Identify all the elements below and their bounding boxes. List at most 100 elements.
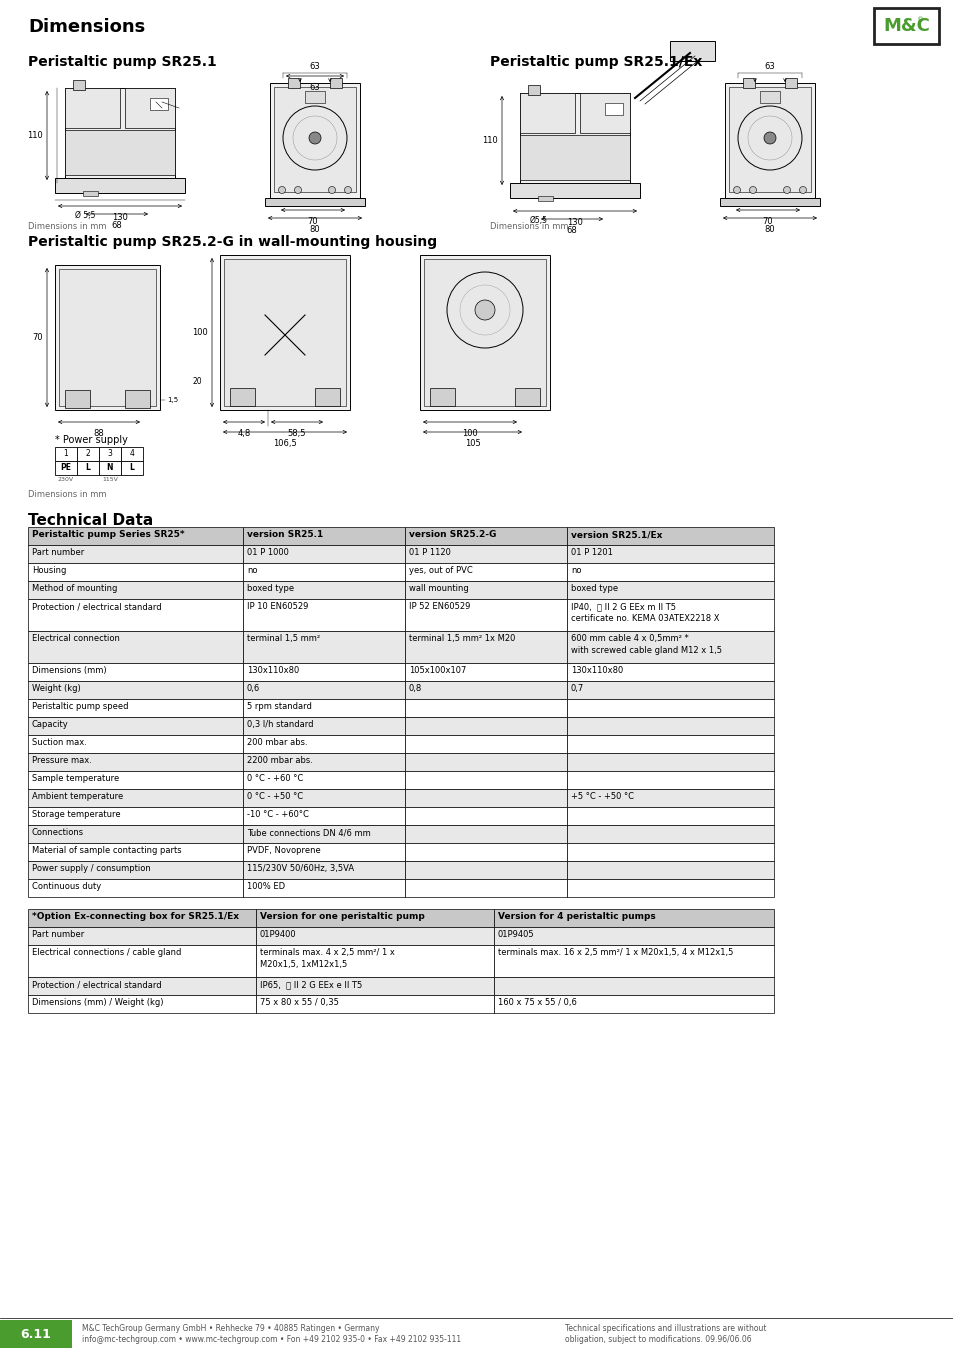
Bar <box>405 680 566 699</box>
Text: no: no <box>571 566 581 575</box>
Bar <box>243 807 405 825</box>
Bar <box>405 861 566 879</box>
Bar <box>494 927 773 945</box>
Text: wall mounting: wall mounting <box>409 585 468 593</box>
Text: Version for one peristaltic pump: Version for one peristaltic pump <box>260 913 424 921</box>
Text: 0 °C - +60 °C: 0 °C - +60 °C <box>247 774 303 783</box>
Text: Storage temperature: Storage temperature <box>32 810 120 819</box>
Bar <box>405 563 566 580</box>
Bar <box>566 563 773 580</box>
Text: Power supply / consumption: Power supply / consumption <box>32 864 151 873</box>
Bar <box>28 630 243 663</box>
Text: Part number: Part number <box>32 548 84 558</box>
Text: no: no <box>247 566 257 575</box>
Text: boxed type: boxed type <box>571 585 618 593</box>
Bar <box>494 945 773 977</box>
Bar <box>121 447 143 460</box>
Text: 100: 100 <box>461 429 477 437</box>
Bar <box>65 390 90 408</box>
Text: Weight (kg): Weight (kg) <box>32 684 81 693</box>
Text: L: L <box>86 463 91 472</box>
Text: IP40,  ⓪ II 2 G EEx m II T5: IP40, ⓪ II 2 G EEx m II T5 <box>571 602 676 612</box>
Bar <box>274 86 355 192</box>
Text: 88: 88 <box>93 429 104 437</box>
Bar <box>243 825 405 842</box>
Text: 130x110x80: 130x110x80 <box>247 666 299 675</box>
Text: Continuous duty: Continuous duty <box>32 882 101 891</box>
Bar <box>405 717 566 734</box>
Bar <box>28 825 243 842</box>
Text: Material of sample contacting parts: Material of sample contacting parts <box>32 846 181 855</box>
Bar <box>243 753 405 771</box>
Text: 115/230V 50/60Hz, 3,5VA: 115/230V 50/60Hz, 3,5VA <box>247 864 354 873</box>
Bar <box>519 93 575 134</box>
Text: Technical specifications and illustrations are without: Technical specifications and illustratio… <box>564 1324 765 1332</box>
Text: M&C TechGroup Germany GmbH • Rehhecke 79 • 40885 Ratingen • Germany: M&C TechGroup Germany GmbH • Rehhecke 79… <box>82 1324 379 1332</box>
Bar <box>527 85 539 94</box>
Bar <box>720 198 820 207</box>
Bar <box>28 995 255 1012</box>
Bar <box>405 599 566 630</box>
Text: Ø5,5: Ø5,5 <box>530 216 547 225</box>
Text: Technical Data: Technical Data <box>28 513 153 528</box>
Bar <box>243 861 405 879</box>
Bar <box>405 580 566 599</box>
Bar <box>255 945 494 977</box>
Text: 2: 2 <box>86 450 91 458</box>
Text: Peristaltic pump speed: Peristaltic pump speed <box>32 702 129 711</box>
Text: 600 mm cable 4 x 0,5mm² *: 600 mm cable 4 x 0,5mm² * <box>571 634 688 643</box>
Bar <box>255 927 494 945</box>
Bar <box>566 807 773 825</box>
Bar <box>77 460 99 475</box>
Text: 2200 mbar abs.: 2200 mbar abs. <box>247 756 313 765</box>
Bar <box>243 699 405 717</box>
Bar <box>28 526 243 545</box>
Text: Dimensions in mm: Dimensions in mm <box>28 221 107 231</box>
Text: Dimensions: Dimensions <box>28 18 145 36</box>
Text: Ø 5,5: Ø 5,5 <box>75 211 95 220</box>
Bar <box>405 734 566 753</box>
Text: 4,8: 4,8 <box>237 429 251 437</box>
Bar <box>28 680 243 699</box>
Bar <box>519 93 629 188</box>
Text: Electrical connection: Electrical connection <box>32 634 120 643</box>
Text: 01 P 1000: 01 P 1000 <box>247 548 289 558</box>
Text: boxed type: boxed type <box>247 585 294 593</box>
Bar <box>243 663 405 680</box>
Text: Dimensions in mm: Dimensions in mm <box>28 490 107 500</box>
Text: 58,5: 58,5 <box>288 429 306 437</box>
Bar <box>77 447 99 460</box>
Text: terminal 1,5 mm² 1x M20: terminal 1,5 mm² 1x M20 <box>409 634 515 643</box>
Bar <box>65 88 174 184</box>
Text: 20: 20 <box>193 378 202 386</box>
Text: 110: 110 <box>28 131 43 140</box>
Circle shape <box>799 186 805 193</box>
Bar <box>255 977 494 995</box>
Bar <box>55 265 160 410</box>
Bar <box>243 680 405 699</box>
Bar <box>314 387 339 406</box>
Text: Peristaltic pump Series SR25*: Peristaltic pump Series SR25* <box>32 531 185 539</box>
Text: 110: 110 <box>482 136 497 144</box>
Text: terminal 1,5 mm²: terminal 1,5 mm² <box>247 634 320 643</box>
Bar <box>728 86 810 192</box>
Text: 01P9400: 01P9400 <box>260 930 296 940</box>
Text: version SR25.2-G: version SR25.2-G <box>409 531 496 539</box>
Bar <box>423 259 545 406</box>
Text: 01P9405: 01P9405 <box>497 930 534 940</box>
Text: 0,6: 0,6 <box>247 684 260 693</box>
Text: 160 x 75 x 55 / 0,6: 160 x 75 x 55 / 0,6 <box>497 998 577 1007</box>
Bar <box>65 130 174 176</box>
Bar <box>742 78 754 88</box>
Text: 63: 63 <box>310 62 320 72</box>
Text: 105x100x107: 105x100x107 <box>409 666 466 675</box>
Circle shape <box>328 186 335 193</box>
Bar <box>59 269 156 406</box>
Text: 01 P 1120: 01 P 1120 <box>409 548 451 558</box>
Bar <box>515 387 539 406</box>
Bar <box>28 927 255 945</box>
Text: M&C: M&C <box>882 18 929 35</box>
Bar <box>243 842 405 861</box>
Bar <box>519 135 629 180</box>
Text: 75 x 80 x 55 / 0,35: 75 x 80 x 55 / 0,35 <box>260 998 338 1007</box>
